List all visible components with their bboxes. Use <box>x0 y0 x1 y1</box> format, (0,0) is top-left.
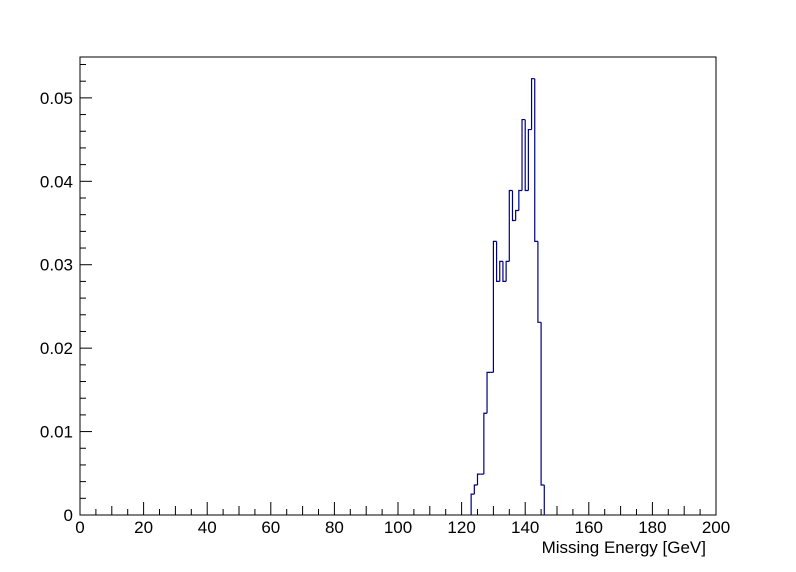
histogram-bin <box>495 241 500 283</box>
histogram-bin <box>486 371 491 414</box>
histogram-bin <box>492 240 497 373</box>
histogram-bin <box>508 189 513 262</box>
histogram-bin <box>515 209 519 221</box>
histogram-bin <box>521 118 526 191</box>
x-tick-label: 180 <box>638 518 666 537</box>
histogram-bin <box>540 322 545 486</box>
histogram-bin <box>530 78 535 130</box>
histogram-bin <box>499 260 503 282</box>
histogram-bin <box>534 78 538 242</box>
histogram-bin <box>524 119 529 192</box>
x-tick-label: 80 <box>325 518 344 537</box>
x-tick-label: 60 <box>261 518 280 537</box>
histogram-bin <box>511 190 516 222</box>
histogram-bin <box>483 412 488 475</box>
histogram-bin <box>470 493 475 515</box>
histogram-bin <box>476 473 481 485</box>
histogram-bin <box>505 260 510 282</box>
x-tick-label: 120 <box>447 518 475 537</box>
histogram-bin <box>473 484 478 495</box>
y-tick-label: 0.01 <box>40 423 73 442</box>
x-tick-label: 140 <box>511 518 539 537</box>
y-tick-label: 0.04 <box>40 172 73 191</box>
y-tick-label: 0 <box>64 506 73 525</box>
y-tick-label: 0.02 <box>40 339 73 358</box>
histogram-bin <box>502 261 507 283</box>
x-tick-label: 200 <box>702 518 730 537</box>
histogram-bin <box>518 189 523 211</box>
x-axis-label: Missing Energy [GeV] <box>542 538 706 557</box>
y-tick-label: 0.05 <box>40 89 73 108</box>
histogram-bin <box>527 128 532 191</box>
x-tick-label: 160 <box>575 518 603 537</box>
x-tick-label: 40 <box>198 518 217 537</box>
x-tick-label: 100 <box>384 518 412 537</box>
x-tick-label: 20 <box>134 518 153 537</box>
x-tick-label: 0 <box>75 518 84 537</box>
y-tick-label: 0.03 <box>40 256 73 275</box>
histogram-bin <box>537 241 542 323</box>
